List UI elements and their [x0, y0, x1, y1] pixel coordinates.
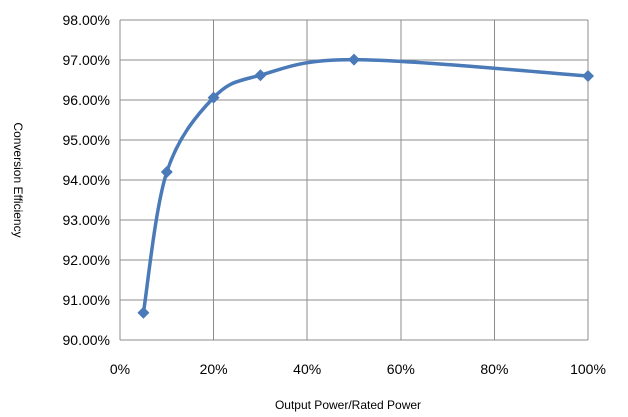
y-tick-label: 92.00% — [63, 252, 110, 268]
grid-lines — [119, 19, 589, 341]
x-tick-label: 40% — [293, 361, 321, 377]
y-axis-title: Conversion Efficiency — [11, 122, 25, 237]
y-tick-label: 94.00% — [63, 172, 110, 188]
x-tick-label: 20% — [200, 361, 228, 377]
x-axis-title: Output Power/Rated Power — [275, 398, 421, 412]
y-tick-label: 95.00% — [63, 132, 110, 148]
y-tick-label: 96.00% — [63, 92, 110, 108]
x-tick-label: 0% — [110, 361, 130, 377]
data-point-marker — [582, 70, 594, 82]
data-point-marker — [137, 306, 150, 319]
data-markers — [137, 53, 594, 319]
y-tick-label: 93.00% — [63, 212, 110, 228]
y-tick-label: 98.00% — [63, 12, 110, 28]
tick-labels: 90.00% 91.00% 92.00% 93.00% 94.00% 95.00% 96.0… — [63, 12, 606, 377]
x-tick-label: 80% — [480, 361, 508, 377]
data-point-marker — [348, 53, 360, 66]
data-point-marker — [160, 166, 173, 178]
y-tick-label: 91.00% — [63, 292, 110, 308]
series-line — [141, 57, 590, 315]
y-tick-label: 97.00% — [63, 52, 110, 68]
x-tick-label: 100% — [570, 361, 606, 377]
series-line-layer — [141, 57, 590, 315]
y-tick-label: 90.00% — [63, 332, 110, 348]
data-point-marker — [207, 91, 220, 104]
data-point-marker — [254, 69, 267, 82]
x-tick-label: 60% — [387, 361, 415, 377]
